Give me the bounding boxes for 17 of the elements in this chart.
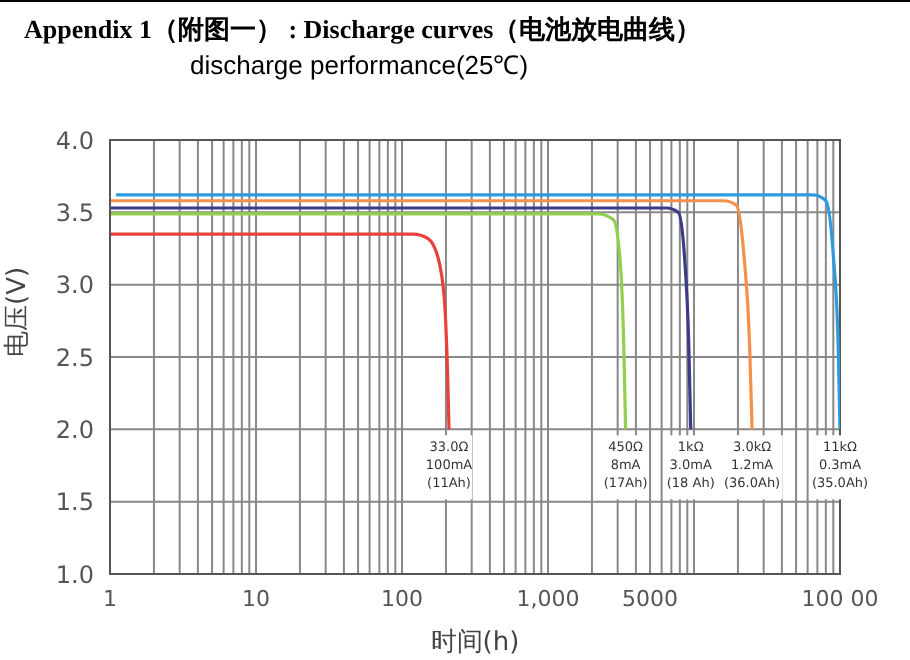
x-tick-label: 1	[103, 585, 117, 612]
chart-subtitle: discharge performance(25℃)	[190, 48, 529, 82]
x-tick-label: 100	[381, 585, 423, 612]
x-tick-label: 10	[242, 585, 270, 612]
y-axis-title: 电压(V)	[3, 266, 34, 357]
y-tick-label: 4.0	[55, 126, 94, 155]
y-tick-label: 1.5	[55, 488, 94, 517]
x-tick-label: 5000	[622, 585, 679, 612]
x-axis-title: 时间(h)	[430, 628, 520, 658]
y-tick-label: 2.5	[55, 343, 94, 372]
y-tick-label: 3.0	[55, 271, 94, 300]
y-tick-label: 3.5	[55, 198, 94, 227]
chart-title: Appendix 1（附图一） : Discharge curves（电池放电曲线）	[24, 12, 702, 48]
y-tick-label: 1.0	[55, 560, 94, 589]
x-tick-label: 100 00	[801, 585, 879, 612]
y-tick-label: 2.0	[55, 415, 94, 444]
x-tick-label: 1,000	[516, 585, 580, 612]
